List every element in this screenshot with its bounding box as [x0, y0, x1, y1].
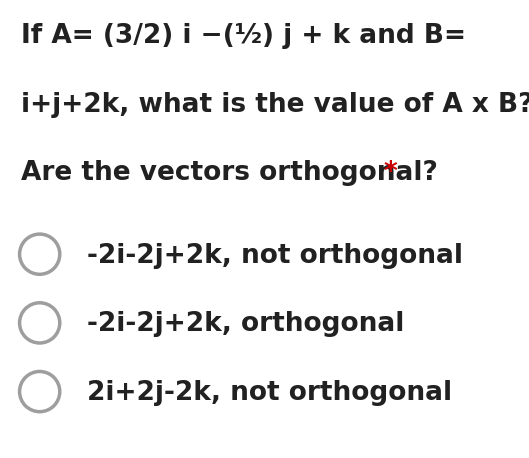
Text: i+j+2k, what is the value of A x B?: i+j+2k, what is the value of A x B? [21, 92, 529, 118]
Text: If A= (3/2) i −(½) j + k and B=: If A= (3/2) i −(½) j + k and B= [21, 23, 466, 49]
Text: Are the vectors orthogonal?: Are the vectors orthogonal? [21, 160, 447, 186]
Text: -2i-2j+2k, orthogonal: -2i-2j+2k, orthogonal [87, 311, 405, 338]
Text: *: * [384, 160, 397, 186]
Text: -2i-2j+2k, not orthogonal: -2i-2j+2k, not orthogonal [87, 243, 463, 269]
Text: 2i+2j-2k, not orthogonal: 2i+2j-2k, not orthogonal [87, 380, 452, 406]
